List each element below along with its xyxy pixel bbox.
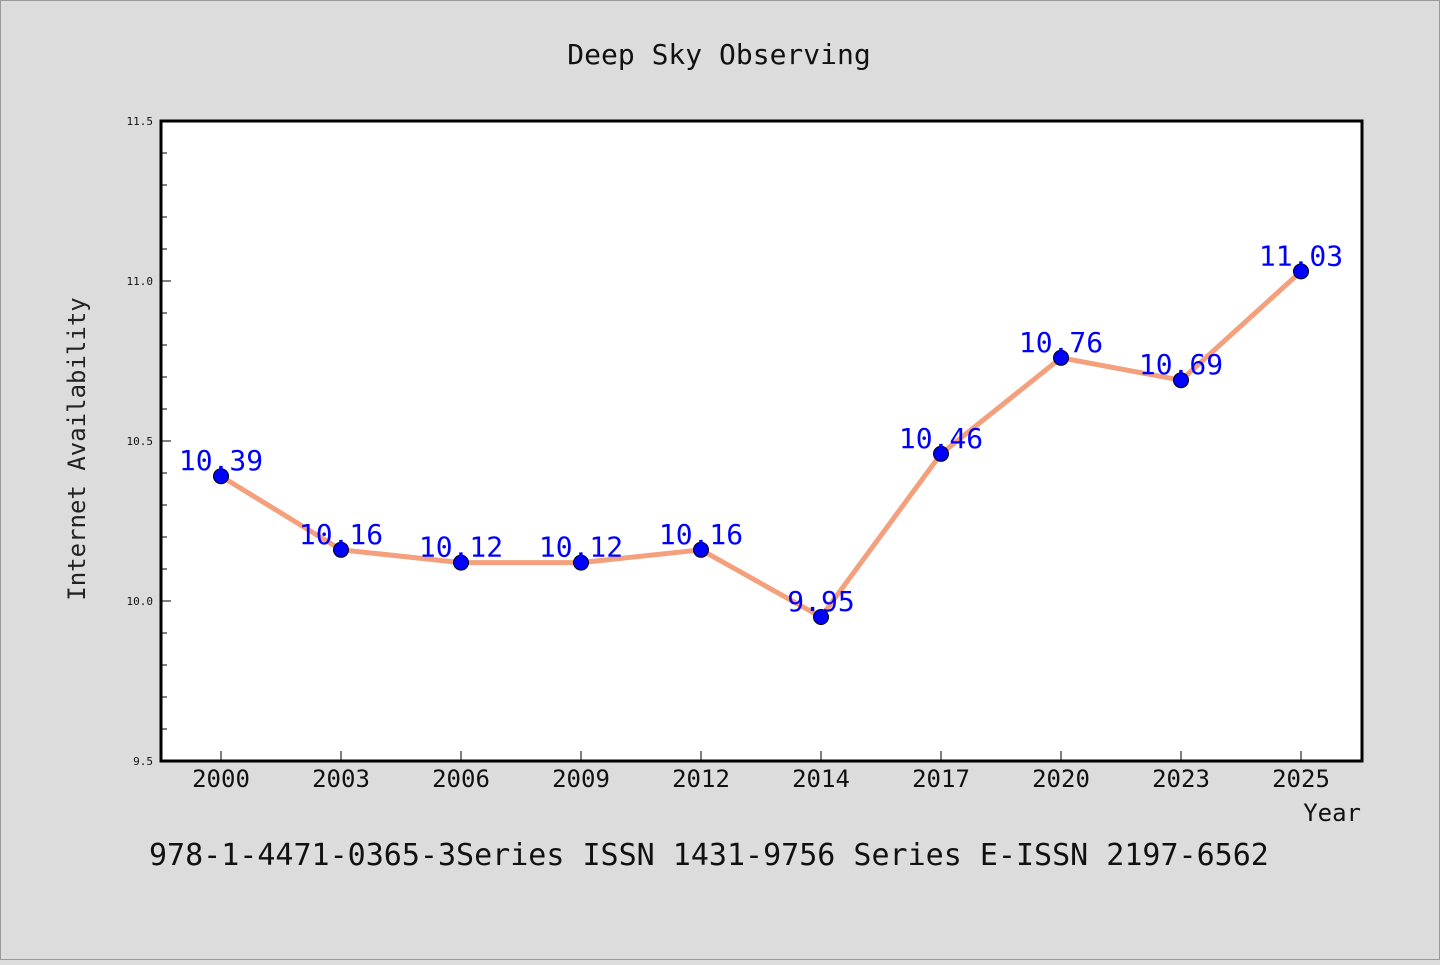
data-label: 10.46 — [899, 422, 983, 455]
x-tick-label: 2017 — [912, 765, 970, 793]
y-tick-label: 9.5 — [133, 755, 153, 768]
data-label: 9.95 — [787, 585, 854, 618]
series-line-layer — [218, 268, 1304, 620]
chart-title: Deep Sky Observing — [567, 38, 870, 71]
x-tick-label: 2020 — [1032, 765, 1090, 793]
y-tick-label: 10.5 — [127, 435, 154, 448]
x-tick-label: 2000 — [192, 765, 250, 793]
x-tick-label: 2009 — [552, 765, 610, 793]
data-label: 10.12 — [419, 531, 503, 564]
data-point-marker — [693, 541, 709, 558]
data-label: 10.69 — [1139, 348, 1223, 381]
y-tick-label: 11.0 — [127, 275, 154, 288]
data-label: 10.39 — [179, 444, 263, 477]
data-label: 11.03 — [1259, 239, 1343, 272]
caption-text: 978-1-4471-0365-3Series ISSN 1431-9756 S… — [149, 838, 1269, 873]
data-point-marker — [1293, 263, 1309, 280]
y-axis-label: Internet Availability — [63, 297, 91, 600]
data-label: 10.16 — [299, 518, 383, 551]
data-point-marker — [213, 468, 229, 485]
data-point-marker — [933, 445, 949, 462]
series-line — [218, 268, 1304, 620]
x-axis-ticks: 2000 2003 2006 2009 2012 2014 2017 2020 2023 2025 — [192, 751, 1330, 793]
data-point-marker — [1053, 349, 1069, 366]
data-point-marker — [573, 554, 589, 571]
y-axis-ticks: 9.5 10.0 10.5 11.0 11.5 — [127, 115, 171, 768]
y-tick-label: 11.5 — [127, 115, 154, 128]
data-point-marker — [1173, 372, 1189, 389]
data-labels-layer: 10.39 10.16 10.12 10.12 10.16 9.95 10.46 10.76 1… — [179, 239, 1343, 618]
plot-area — [159, 119, 1364, 763]
x-tick-label: 2023 — [1152, 765, 1210, 793]
x-tick-label: 2012 — [672, 765, 730, 793]
data-label: 10.76 — [1019, 326, 1103, 359]
data-point-marker — [453, 554, 469, 571]
data-label: 10.12 — [539, 531, 623, 564]
y-tick-label: 10.0 — [127, 595, 154, 608]
data-point-marker — [813, 609, 829, 625]
markers-layer — [213, 263, 1309, 625]
x-axis-label: Year — [1303, 799, 1361, 827]
data-label: 10.16 — [659, 518, 743, 551]
x-tick-label: 2014 — [792, 765, 850, 793]
x-tick-label: 2003 — [312, 765, 370, 793]
data-point-marker — [333, 541, 349, 558]
x-tick-label: 2006 — [432, 765, 490, 793]
x-tick-label: 2025 — [1272, 765, 1330, 793]
